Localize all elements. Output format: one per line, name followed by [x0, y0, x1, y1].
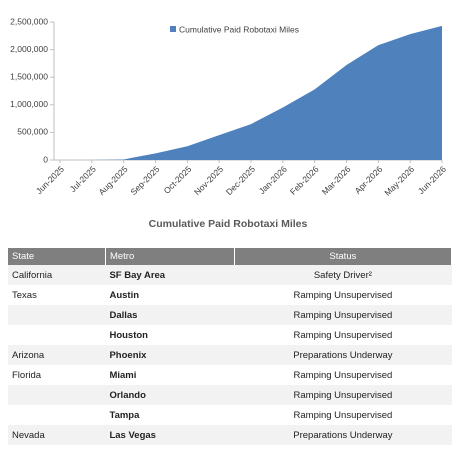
y-tick-label: 2,500,000	[10, 16, 48, 26]
y-tick-label: 0	[43, 154, 48, 164]
table-row: Nevada Las Vegas Preparations Underway	[8, 425, 452, 445]
chart-title: Cumulative Paid Robotaxi Miles	[149, 218, 308, 230]
chart: Cumulative Paid Robotaxi Miles 0 500,000 1…	[10, 16, 448, 230]
table-body: California SF Bay Area Safety Driver² Texas…	[8, 265, 452, 445]
table-cell: Orlando	[105, 385, 235, 405]
table-cell: Ramping Unsupervised	[234, 385, 452, 405]
table-cell: Tampa	[109, 409, 140, 421]
table-cell: Ramping Unsupervised	[293, 369, 393, 381]
legend-label: Cumulative Paid Robotaxi Miles	[179, 24, 299, 34]
table-cell	[8, 305, 106, 325]
header-cell: Metro	[105, 248, 235, 265]
table-cell: Nevada	[8, 425, 106, 445]
x-tick-label: Jan-2026	[257, 164, 289, 196]
y-tick-label: 1,500,000	[10, 71, 48, 81]
y-tick-label: 500,000	[17, 127, 48, 137]
table-row: Houston Ramping Unsupervised	[8, 325, 452, 345]
x-tick-label: Jun-2025	[34, 164, 66, 196]
table-row: Orlando Ramping Unsupervised	[8, 385, 452, 405]
table-cell: Las Vegas	[105, 425, 235, 445]
status-table: State Metro Status California SF Bay Area Sa…	[8, 248, 453, 445]
x-tick-label: Feb-2026	[288, 164, 321, 197]
table-cell	[8, 325, 105, 345]
table-cell: Preparations Underway	[234, 345, 452, 365]
table-cell: Preparations Underway	[234, 425, 452, 445]
x-tick-label: Dec-2025	[224, 164, 257, 197]
y-tick-label: 1,000,000	[10, 99, 48, 109]
x-tick-label: Mar-2026	[320, 164, 353, 197]
table-row: Texas Austin Ramping Unsupervised	[8, 285, 452, 305]
table-row: Dallas Ramping Unsupervised	[8, 305, 452, 325]
table-row: California SF Bay Area Safety Driver²	[8, 265, 452, 285]
table-cell: Ramping Unsupervised	[293, 329, 393, 341]
area	[60, 25, 442, 161]
table-cell: Dallas	[105, 305, 235, 325]
table-row: Florida Miami Ramping Unsupervised	[8, 365, 452, 385]
table-row: Tampa Ramping Unsupervised	[8, 405, 452, 425]
table-cell: Florida	[12, 369, 42, 381]
x-tick-label: Jun-2026	[416, 164, 448, 196]
table-cell: Ramping Unsupervised	[293, 409, 393, 421]
table-cell: Ramping Unsupervised	[234, 305, 452, 325]
header-cell: State	[8, 248, 106, 265]
x-tick-label: Nov-2025	[192, 164, 225, 197]
table-cell: Austin	[109, 289, 140, 301]
header-cell: Status	[234, 248, 453, 265]
table-cell: California	[8, 265, 106, 285]
x-tick-label: Sep-2025	[128, 164, 161, 197]
x-tick-label: Apr-2026	[353, 164, 385, 196]
table-cell	[8, 405, 105, 425]
table-cell	[8, 385, 106, 405]
table-cell: Ramping Unsupervised	[293, 289, 393, 301]
header-row: State Metro Status	[8, 248, 453, 265]
y-tick-label: 2,000,000	[10, 44, 48, 54]
table-cell: SF Bay Area	[105, 265, 235, 285]
table-cell: Arizona	[8, 345, 106, 365]
x-tick-label: Jul-2025	[68, 164, 98, 194]
x-tick-label: Aug-2025	[97, 164, 130, 197]
table-cell: Houston	[109, 329, 148, 341]
legend-swatch	[170, 26, 176, 32]
table-cell: Safety Driver²	[234, 265, 452, 285]
table-cell: Phoenix	[105, 345, 235, 365]
x-tick-label: May-2026	[382, 164, 416, 198]
table-cell: Texas	[12, 289, 37, 301]
table-row: Arizona Phoenix Preparations Underway	[8, 345, 452, 365]
table-cell: Miami	[109, 369, 137, 381]
x-tick-label: Oct-2025	[162, 164, 194, 196]
